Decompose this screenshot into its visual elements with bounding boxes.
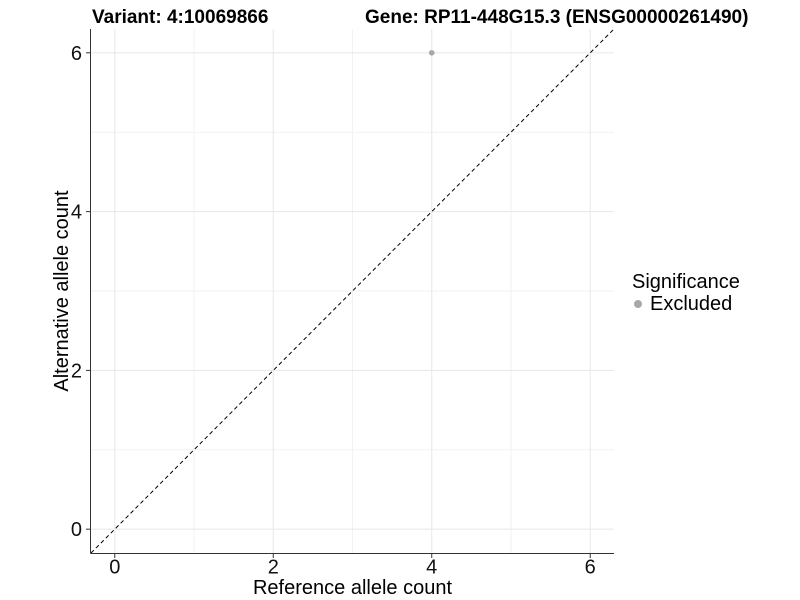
y-tick-label: 6 <box>71 43 82 65</box>
legend-title: Significance <box>632 271 740 293</box>
x-tick-label: 2 <box>268 557 279 579</box>
data-point <box>428 50 435 56</box>
x-axis-title: Reference allele count <box>252 577 452 599</box>
x-tick-label: 0 <box>109 557 120 579</box>
variant-title: Variant: 4:10069866 <box>92 7 269 28</box>
x-tick-label: 4 <box>426 557 437 579</box>
y-tick-label: 4 <box>71 202 82 224</box>
y-tick-label: 0 <box>71 519 82 541</box>
legend-item-excluded: Excluded <box>632 292 740 316</box>
y-tick-label: 2 <box>71 360 82 382</box>
legend: Significance Excluded <box>632 270 740 316</box>
gene-title: Gene: RP11-448G15.3 (ENSG00000261490) <box>365 7 749 28</box>
identity-line <box>90 28 615 554</box>
y-axis-title: Alternative allele count <box>51 190 73 392</box>
x-tick-label: 6 <box>585 557 596 579</box>
excluded-point-icon <box>634 300 642 308</box>
legend-item-label: Excluded <box>650 293 733 315</box>
